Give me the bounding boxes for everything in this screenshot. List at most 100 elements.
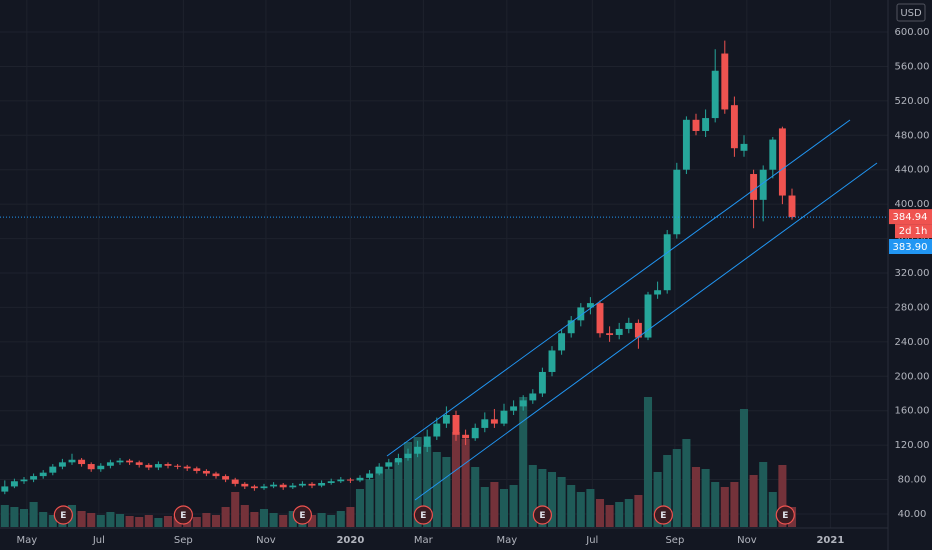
candle-body xyxy=(116,460,124,463)
volume-bar xyxy=(643,397,653,527)
candle-body xyxy=(385,462,393,467)
candle-body xyxy=(222,476,230,480)
volume-bar xyxy=(711,482,720,527)
volume-bar xyxy=(346,507,355,527)
channel-lower xyxy=(414,162,878,501)
candle-body xyxy=(644,294,652,338)
candle-body xyxy=(135,462,143,465)
y-tick-label: 120.00 xyxy=(895,440,930,451)
candle-body xyxy=(625,322,633,329)
candle-body xyxy=(769,139,777,170)
y-tick-label: 560.00 xyxy=(895,61,930,72)
candle-body xyxy=(682,119,690,170)
candle-body xyxy=(606,333,614,335)
candle-body xyxy=(241,483,249,487)
candle-body xyxy=(654,290,662,295)
candle-body xyxy=(510,406,518,411)
candle-body xyxy=(788,195,796,218)
volume-bar xyxy=(0,505,9,527)
candle-body xyxy=(97,465,105,470)
prev-price-box xyxy=(889,238,932,254)
candle-body xyxy=(318,482,326,486)
earnings-label: E xyxy=(180,511,186,521)
candle-body xyxy=(394,458,402,463)
volume-bar xyxy=(720,487,729,527)
candle-body xyxy=(30,476,38,480)
candle-body xyxy=(289,485,297,488)
volume-bar xyxy=(403,442,413,527)
candle-body xyxy=(375,466,383,474)
y-tick-label: 520.00 xyxy=(895,96,930,107)
volume-bar xyxy=(672,449,681,527)
volume-bar xyxy=(547,472,557,527)
volume-bar xyxy=(365,479,374,527)
volume-bar xyxy=(144,515,153,527)
volume-bar xyxy=(451,432,461,527)
earnings-marker[interactable] xyxy=(292,505,312,525)
candle-body xyxy=(596,303,604,334)
candle-body xyxy=(270,484,278,487)
candle-body xyxy=(10,481,18,487)
candle-body xyxy=(490,419,498,424)
volume-bar xyxy=(29,502,38,527)
candle-body xyxy=(759,169,767,200)
volume-bar xyxy=(519,397,528,527)
volume-bar xyxy=(375,467,384,527)
candle-body xyxy=(193,468,201,471)
volume-bar xyxy=(691,467,701,527)
earnings-marker[interactable] xyxy=(653,505,673,525)
volume-bar xyxy=(39,512,48,527)
volume-bar xyxy=(19,509,29,527)
candle-body xyxy=(750,174,758,200)
x-tick-label: 2020 xyxy=(336,535,364,546)
candle-body xyxy=(586,303,594,308)
candle-body xyxy=(202,470,210,474)
volume-bar xyxy=(595,499,605,527)
volume-bar xyxy=(442,457,451,527)
x-tick-label: May xyxy=(497,535,518,546)
volume-bar xyxy=(231,492,240,527)
candle-body xyxy=(423,436,431,447)
countdown: 2d 1h xyxy=(899,226,928,237)
volume-bar xyxy=(634,495,643,527)
earnings-marker[interactable] xyxy=(775,505,795,525)
candle-body xyxy=(145,464,153,468)
candle-body xyxy=(356,477,364,481)
volume-bar xyxy=(250,512,259,527)
volume-bar xyxy=(240,505,249,527)
prev-price-label: 383.90 xyxy=(893,242,928,253)
earnings-marker[interactable] xyxy=(532,505,553,525)
earnings-label: E xyxy=(539,511,545,521)
volume-bar xyxy=(490,482,499,527)
candle-body xyxy=(558,333,566,351)
volume-bar xyxy=(394,459,403,527)
volume-bar xyxy=(269,513,278,527)
volume-bar xyxy=(355,489,365,527)
candle-body xyxy=(106,462,114,466)
volume-bar xyxy=(461,439,470,527)
y-tick-label: 440.00 xyxy=(895,165,930,176)
earnings-label: E xyxy=(660,511,666,521)
earnings-marker[interactable] xyxy=(53,505,73,525)
candle-body xyxy=(337,479,345,482)
earnings-marker[interactable] xyxy=(173,505,193,525)
candle-body xyxy=(452,414,460,435)
volume-bar xyxy=(586,489,595,527)
earnings-marker[interactable] xyxy=(413,505,433,525)
volume-bar xyxy=(211,515,221,527)
volume-bar xyxy=(778,465,787,527)
candle-body xyxy=(433,423,441,437)
x-tick-label: Sep xyxy=(174,535,193,546)
candle-body xyxy=(154,464,162,468)
candle-body xyxy=(183,466,191,469)
volume-bar xyxy=(384,469,393,527)
volume-bar xyxy=(317,513,326,527)
currency-box[interactable] xyxy=(896,3,926,22)
candle-body xyxy=(567,320,575,334)
volume-bar xyxy=(739,409,749,527)
candle-body xyxy=(260,486,268,489)
earnings-label: E xyxy=(299,511,305,521)
currency: USD xyxy=(900,8,922,19)
candle-body xyxy=(538,371,546,394)
earnings-label: E xyxy=(782,511,788,521)
